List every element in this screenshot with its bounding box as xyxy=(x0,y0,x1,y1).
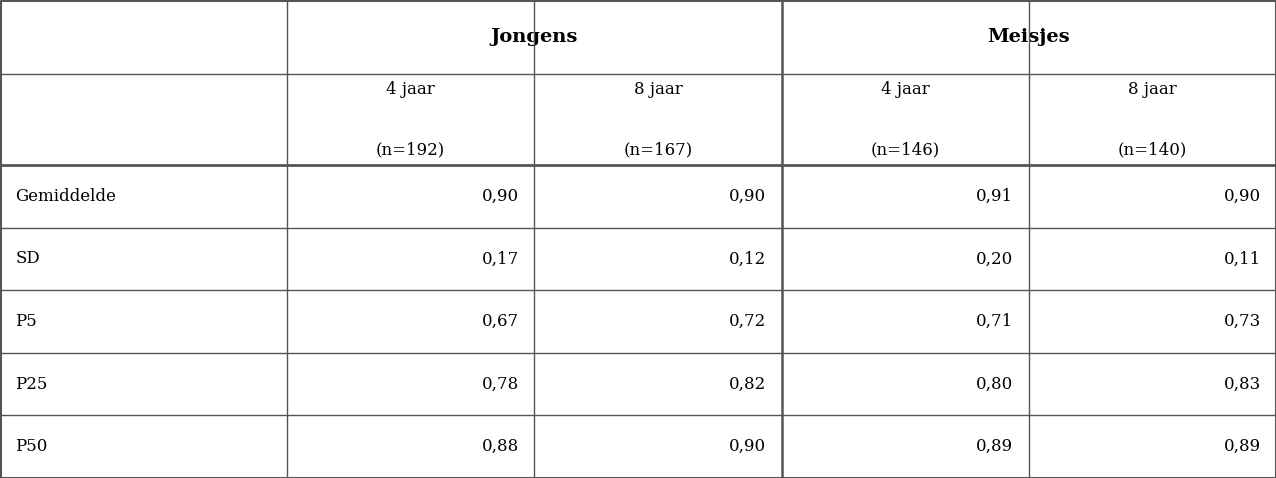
Bar xyxy=(781,0,1028,74)
Bar xyxy=(0,290,287,353)
Bar xyxy=(0,74,287,165)
Bar xyxy=(287,165,535,228)
Bar xyxy=(1028,74,1276,165)
Bar xyxy=(287,290,535,353)
Bar xyxy=(781,415,1028,478)
Text: 0,80: 0,80 xyxy=(976,376,1013,392)
Bar xyxy=(781,165,1028,228)
Text: 4 jaar

(n=146): 4 jaar (n=146) xyxy=(870,81,940,158)
Text: 0,90: 0,90 xyxy=(729,438,766,455)
Text: 0,17: 0,17 xyxy=(482,250,519,267)
Bar xyxy=(1028,165,1276,228)
Text: 0,73: 0,73 xyxy=(1224,313,1261,330)
Text: 0,88: 0,88 xyxy=(482,438,519,455)
Bar xyxy=(781,290,1028,353)
Bar xyxy=(1028,290,1276,353)
Text: 0,20: 0,20 xyxy=(976,250,1013,267)
Bar xyxy=(287,0,535,74)
Text: 0,67: 0,67 xyxy=(482,313,519,330)
Bar xyxy=(1028,353,1276,415)
Bar xyxy=(1028,0,1276,74)
Text: 4 jaar

(n=192): 4 jaar (n=192) xyxy=(376,81,445,158)
Text: 0,78: 0,78 xyxy=(482,376,519,392)
Bar xyxy=(535,228,781,290)
Text: P5: P5 xyxy=(15,313,37,330)
Text: 8 jaar

(n=167): 8 jaar (n=167) xyxy=(623,81,693,158)
Text: 0,11: 0,11 xyxy=(1224,250,1261,267)
Text: 0,89: 0,89 xyxy=(976,438,1013,455)
Bar xyxy=(287,74,535,165)
Text: 0,90: 0,90 xyxy=(482,188,519,205)
Bar xyxy=(0,165,287,228)
Bar xyxy=(535,165,781,228)
Bar xyxy=(535,0,781,74)
Bar xyxy=(0,353,287,415)
Bar xyxy=(535,74,781,165)
Text: 8 jaar

(n=140): 8 jaar (n=140) xyxy=(1118,81,1187,158)
Bar xyxy=(781,228,1028,290)
Text: 0,89: 0,89 xyxy=(1224,438,1261,455)
Text: 0,83: 0,83 xyxy=(1224,376,1261,392)
Text: 0,90: 0,90 xyxy=(729,188,766,205)
Bar xyxy=(535,290,781,353)
Text: SD: SD xyxy=(15,250,40,267)
Bar xyxy=(781,353,1028,415)
Text: P25: P25 xyxy=(15,376,47,392)
Bar xyxy=(0,415,287,478)
Text: P50: P50 xyxy=(15,438,47,455)
Text: 0,72: 0,72 xyxy=(729,313,766,330)
Bar xyxy=(287,353,535,415)
Text: 0,82: 0,82 xyxy=(729,376,766,392)
Text: 0,12: 0,12 xyxy=(729,250,766,267)
Text: Meisjes: Meisjes xyxy=(988,28,1071,46)
Bar xyxy=(781,74,1028,165)
Bar xyxy=(287,228,535,290)
Bar xyxy=(0,0,287,74)
Bar xyxy=(535,353,781,415)
Bar xyxy=(1028,415,1276,478)
Text: 0,91: 0,91 xyxy=(976,188,1013,205)
Bar xyxy=(0,228,287,290)
Text: 0,90: 0,90 xyxy=(1224,188,1261,205)
Text: Jongens: Jongens xyxy=(491,28,578,46)
Text: Gemiddelde: Gemiddelde xyxy=(15,188,116,205)
Bar xyxy=(1028,228,1276,290)
Text: 0,71: 0,71 xyxy=(976,313,1013,330)
Bar xyxy=(287,415,535,478)
Bar xyxy=(535,415,781,478)
